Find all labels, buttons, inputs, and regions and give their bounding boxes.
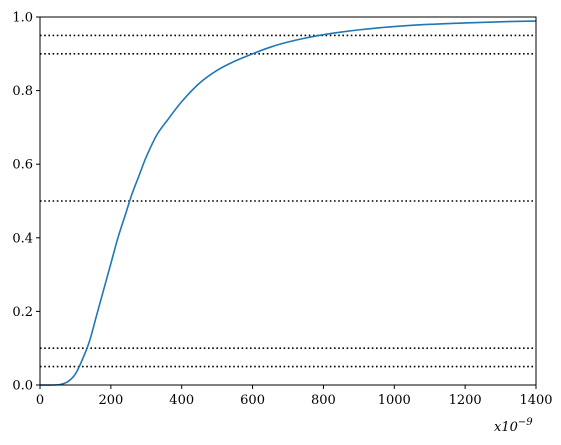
x-tick-label: 1000 bbox=[378, 393, 411, 408]
y-tick-label: 0.0 bbox=[12, 379, 33, 394]
x-tick-label: 800 bbox=[311, 393, 336, 408]
x-tick-label: 400 bbox=[169, 393, 194, 408]
x-tick-label: 1400 bbox=[519, 393, 552, 408]
x-axis-offset-label: x10−9 bbox=[494, 417, 533, 435]
reference-lines bbox=[40, 34, 536, 368]
x-axis-ticks: 0 200 400 600 800 1000 1200 1400 bbox=[36, 385, 553, 408]
y-tick-label: 0.8 bbox=[12, 84, 33, 99]
y-tick-label: 0.6 bbox=[12, 158, 33, 173]
x-offset-exponent: −9 bbox=[518, 417, 533, 428]
y-tick-label: 0.4 bbox=[12, 231, 33, 246]
series-layer bbox=[39, 20, 537, 386]
series-line-0 bbox=[39, 20, 537, 386]
y-axis-ticks: 0.0 0.2 0.4 0.6 0.8 1.0 bbox=[12, 11, 40, 394]
x-tick-label: 1200 bbox=[449, 393, 482, 408]
x-tick-label: 600 bbox=[240, 393, 265, 408]
axes-frame bbox=[39, 16, 537, 386]
x-offset-base: x10 bbox=[494, 420, 518, 435]
x-tick-label: 200 bbox=[98, 393, 123, 408]
x-tick-label: 0 bbox=[36, 393, 44, 408]
y-tick-label: 0.2 bbox=[12, 305, 33, 320]
y-tick-label: 1.0 bbox=[12, 11, 33, 26]
